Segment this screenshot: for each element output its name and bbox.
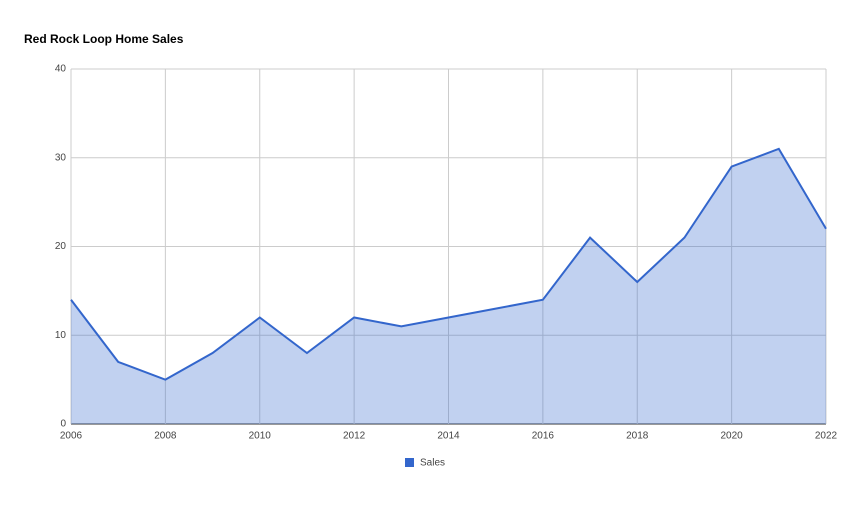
x-tick-label: 2014 bbox=[437, 431, 460, 442]
y-tick-label: 0 bbox=[60, 419, 66, 430]
x-tick-label: 2010 bbox=[249, 431, 272, 442]
legend-label: Sales bbox=[420, 458, 445, 469]
chart-title: Red Rock Loop Home Sales bbox=[24, 32, 184, 46]
area bbox=[71, 148, 826, 424]
x-tick-label: 2012 bbox=[343, 431, 366, 442]
y-tick-label: 40 bbox=[55, 64, 67, 75]
y-tick-label: 20 bbox=[55, 241, 67, 252]
x-tick-label: 2006 bbox=[60, 431, 83, 442]
x-tick-label: 2018 bbox=[626, 431, 649, 442]
x-tick-label: 2016 bbox=[532, 431, 555, 442]
line bbox=[70, 147, 827, 381]
x-tick-label: 2022 bbox=[815, 431, 838, 442]
y-tick-label: 10 bbox=[55, 330, 67, 341]
x-tick-label: 2020 bbox=[721, 431, 744, 442]
x-tick-label: 2008 bbox=[154, 431, 177, 442]
y-tick-label: 30 bbox=[55, 152, 67, 163]
legend-swatch bbox=[405, 458, 414, 467]
